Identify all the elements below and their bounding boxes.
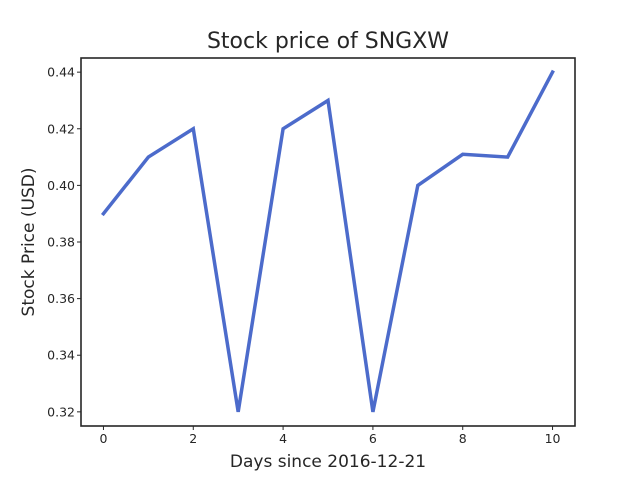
y-tick-label: 0.36 [47,291,75,306]
x-axis-label: Days since 2016-12-21 [230,452,426,472]
x-tick-label: 0 [99,431,107,446]
chart-title: Stock price of SNGXW [207,29,449,54]
y-tick-label: 0.42 [47,121,75,136]
y-tick-label: 0.44 [47,65,75,80]
y-tick-label: 0.32 [47,404,75,419]
x-tick-label: 6 [369,431,377,446]
x-tick-label: 8 [459,431,467,446]
x-tick-label: 4 [279,431,287,446]
plot-area: 0 2 4 6 8 10 0.32 0.34 0.36 0.38 0.40 0.42 0.44 [47,57,576,446]
x-tick-label: 10 [545,431,561,446]
y-tick-label: 0.40 [47,178,75,193]
x-tick-label: 2 [189,431,197,446]
y-axis-label: Stock Price (USD) [19,168,39,317]
y-tick-label: 0.38 [47,235,75,250]
y-tick-label: 0.34 [47,348,75,363]
series-line-0 [100,69,555,413]
